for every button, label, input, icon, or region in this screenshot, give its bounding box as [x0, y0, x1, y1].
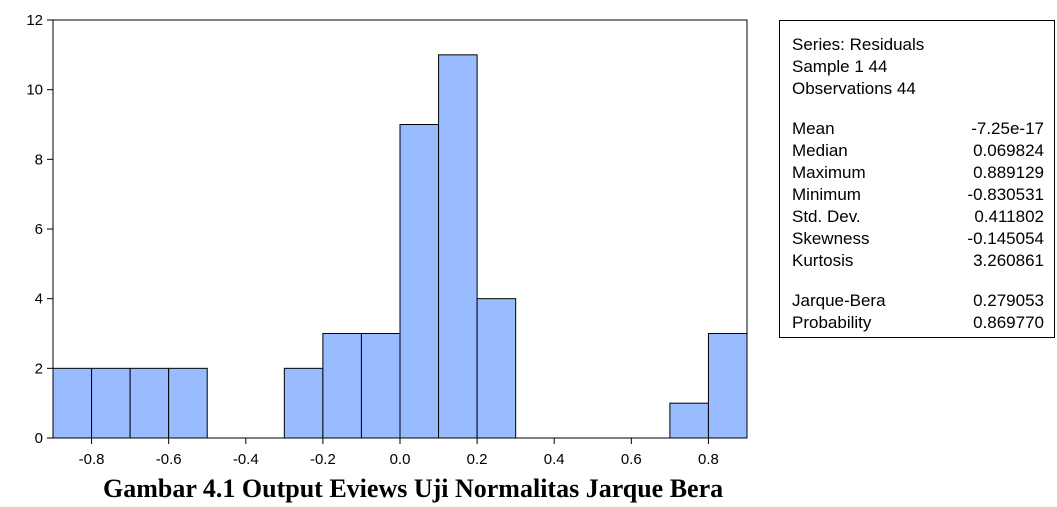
x-tick-label: 0.2 [467, 451, 488, 468]
y-axis: 0 2 4 6 8 10 12 [26, 12, 53, 447]
figure-caption: Gambar 4.1 Output Eviews Uji Normalitas … [103, 474, 724, 503]
histogram-bar [283, 367, 324, 439]
stat-label: Mean [792, 119, 835, 138]
stat-label: Skewness [792, 229, 870, 248]
x-tick-label: 0.8 [698, 451, 719, 468]
stat-label: Maximum [792, 163, 866, 182]
x-axis: -0.8 -0.6 -0.4 -0.2 0.0 0.2 0.4 0.6 0.8 [79, 438, 719, 468]
stat-value: 0.069824 [973, 141, 1044, 160]
histogram-bar [52, 367, 93, 439]
stat-row-jarque-bera: Jarque-Bera 0.279053 [792, 290, 1054, 312]
x-tick-label: 0.6 [621, 451, 642, 468]
x-tick-label: 0.4 [544, 451, 565, 468]
series-name: Series: Residuals [792, 35, 925, 54]
stat-value: -0.830531 [967, 185, 1044, 204]
bars-group [52, 54, 748, 439]
histogram-bar [399, 124, 440, 439]
stat-value: 0.869770 [973, 313, 1044, 332]
stat-value: 0.889129 [973, 163, 1044, 182]
histogram-bar [476, 298, 517, 439]
stat-value: -7.25e-17 [971, 119, 1044, 138]
stat-label: Minimum [792, 185, 861, 204]
stat-row-skewness: Skewness -0.145054 [792, 228, 1054, 250]
stat-label: Jarque-Bera [792, 291, 886, 310]
stat-value: -0.145054 [967, 229, 1044, 248]
stat-row-mean: Mean -7.25e-17 [792, 118, 1054, 140]
histogram-bar [438, 54, 478, 439]
stat-row-maximum: Maximum 0.889129 [792, 162, 1054, 184]
stat-row-std-dev: Std. Dev. 0.411802 [792, 206, 1054, 228]
histogram-bar [707, 333, 748, 439]
x-tick-label: -0.4 [233, 451, 259, 468]
observations-count: Observations 44 [792, 79, 916, 98]
stat-label: Median [792, 141, 848, 160]
stat-row-minimum: Minimum -0.830531 [792, 184, 1054, 206]
histogram-bar [168, 367, 208, 439]
histogram-bar [129, 367, 170, 439]
x-tick-label: -0.8 [79, 451, 105, 468]
histogram-bar [91, 367, 131, 439]
y-tick-label: 2 [35, 360, 43, 377]
y-tick-label: 4 [35, 291, 43, 308]
y-tick-label: 6 [35, 221, 43, 238]
stat-value: 0.279053 [973, 291, 1044, 310]
stat-label: Std. Dev. [792, 207, 861, 226]
x-tick-label: 0.0 [390, 451, 411, 468]
histogram-chart: 0 2 4 6 8 10 12 -0.8 -0.6 -0.4 -0.2 0.0 0.2 0.4 0.6 0.… [26, 12, 748, 468]
histogram-bar [360, 333, 401, 439]
stat-value: 3.260861 [973, 251, 1044, 270]
plot-frame [52, 19, 748, 439]
x-tick-label: -0.6 [156, 451, 182, 468]
spacer [792, 272, 1054, 290]
x-tick-label: -0.2 [310, 451, 336, 468]
stat-row-kurtosis: Kurtosis 3.260861 [792, 250, 1054, 272]
stat-row-probability: Probability 0.869770 [792, 312, 1054, 334]
histogram-bar [669, 402, 709, 439]
spacer [792, 100, 1054, 118]
statistics-box: Series: Residuals Sample 1 44 Observatio… [779, 20, 1055, 338]
stat-label: Probability [792, 313, 872, 332]
y-tick-label: 8 [35, 151, 43, 168]
y-tick-label: 0 [35, 430, 43, 447]
sample-range: Sample 1 44 [792, 57, 888, 76]
y-tick-label: 10 [26, 82, 43, 99]
stat-value: 0.411802 [974, 207, 1044, 226]
stat-label: Kurtosis [792, 251, 854, 270]
histogram-bar [322, 333, 362, 439]
stat-row-median: Median 0.069824 [792, 140, 1054, 162]
y-tick-label: 12 [26, 12, 43, 29]
